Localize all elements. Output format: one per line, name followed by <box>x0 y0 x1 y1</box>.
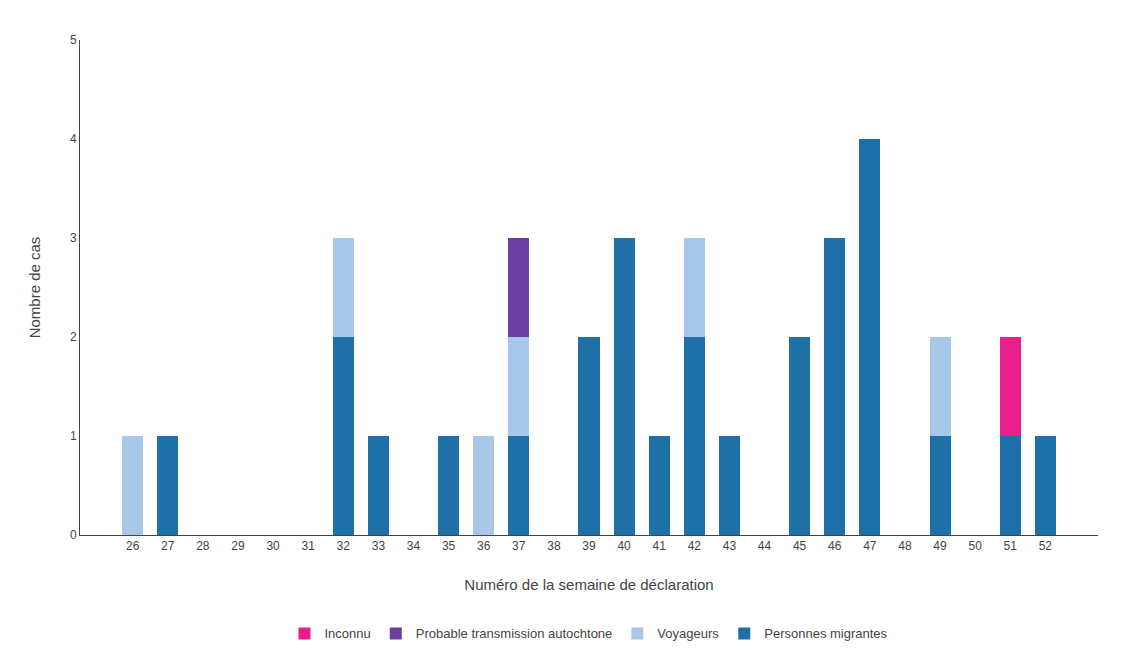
svg-text:35: 35 <box>442 539 456 553</box>
svg-text:45: 45 <box>793 539 807 553</box>
svg-text:43: 43 <box>723 539 737 553</box>
svg-text:27: 27 <box>161 539 175 553</box>
svg-text:41: 41 <box>653 539 667 553</box>
svg-text:Inconnu: Inconnu <box>325 626 371 641</box>
svg-text:29: 29 <box>231 539 245 553</box>
svg-text:Probable transmission autochto: Probable transmission autochtone <box>416 626 613 641</box>
svg-text:3: 3 <box>70 231 77 245</box>
svg-text:49: 49 <box>933 539 947 553</box>
svg-text:28: 28 <box>196 539 210 553</box>
svg-text:36: 36 <box>477 539 491 553</box>
svg-text:37: 37 <box>512 539 526 553</box>
svg-text:33: 33 <box>372 539 386 553</box>
svg-text:47: 47 <box>863 539 877 553</box>
svg-text:38: 38 <box>547 539 561 553</box>
svg-text:1: 1 <box>70 429 77 443</box>
svg-text:34: 34 <box>407 539 421 553</box>
svg-text:Numéro de la semaine de déclar: Numéro de la semaine de déclaration <box>464 576 713 593</box>
svg-text:31: 31 <box>301 539 315 553</box>
svg-text:40: 40 <box>617 539 631 553</box>
svg-text:52: 52 <box>1039 539 1053 553</box>
svg-text:39: 39 <box>582 539 596 553</box>
svg-text:30: 30 <box>266 539 280 553</box>
svg-text:48: 48 <box>898 539 912 553</box>
svg-text:Voyageurs: Voyageurs <box>657 626 719 641</box>
svg-text:Nombre de cas: Nombre de cas <box>26 237 43 339</box>
svg-text:4: 4 <box>70 132 77 146</box>
svg-text:42: 42 <box>688 539 702 553</box>
svg-text:0: 0 <box>70 528 77 542</box>
svg-text:46: 46 <box>828 539 842 553</box>
svg-text:44: 44 <box>758 539 772 553</box>
svg-text:Personnes migrantes: Personnes migrantes <box>764 626 887 641</box>
svg-text:51: 51 <box>1004 539 1018 553</box>
svg-text:32: 32 <box>337 539 351 553</box>
svg-text:2: 2 <box>70 330 77 344</box>
svg-text:50: 50 <box>968 539 982 553</box>
svg-text:5: 5 <box>70 33 77 47</box>
svg-text:26: 26 <box>126 539 140 553</box>
